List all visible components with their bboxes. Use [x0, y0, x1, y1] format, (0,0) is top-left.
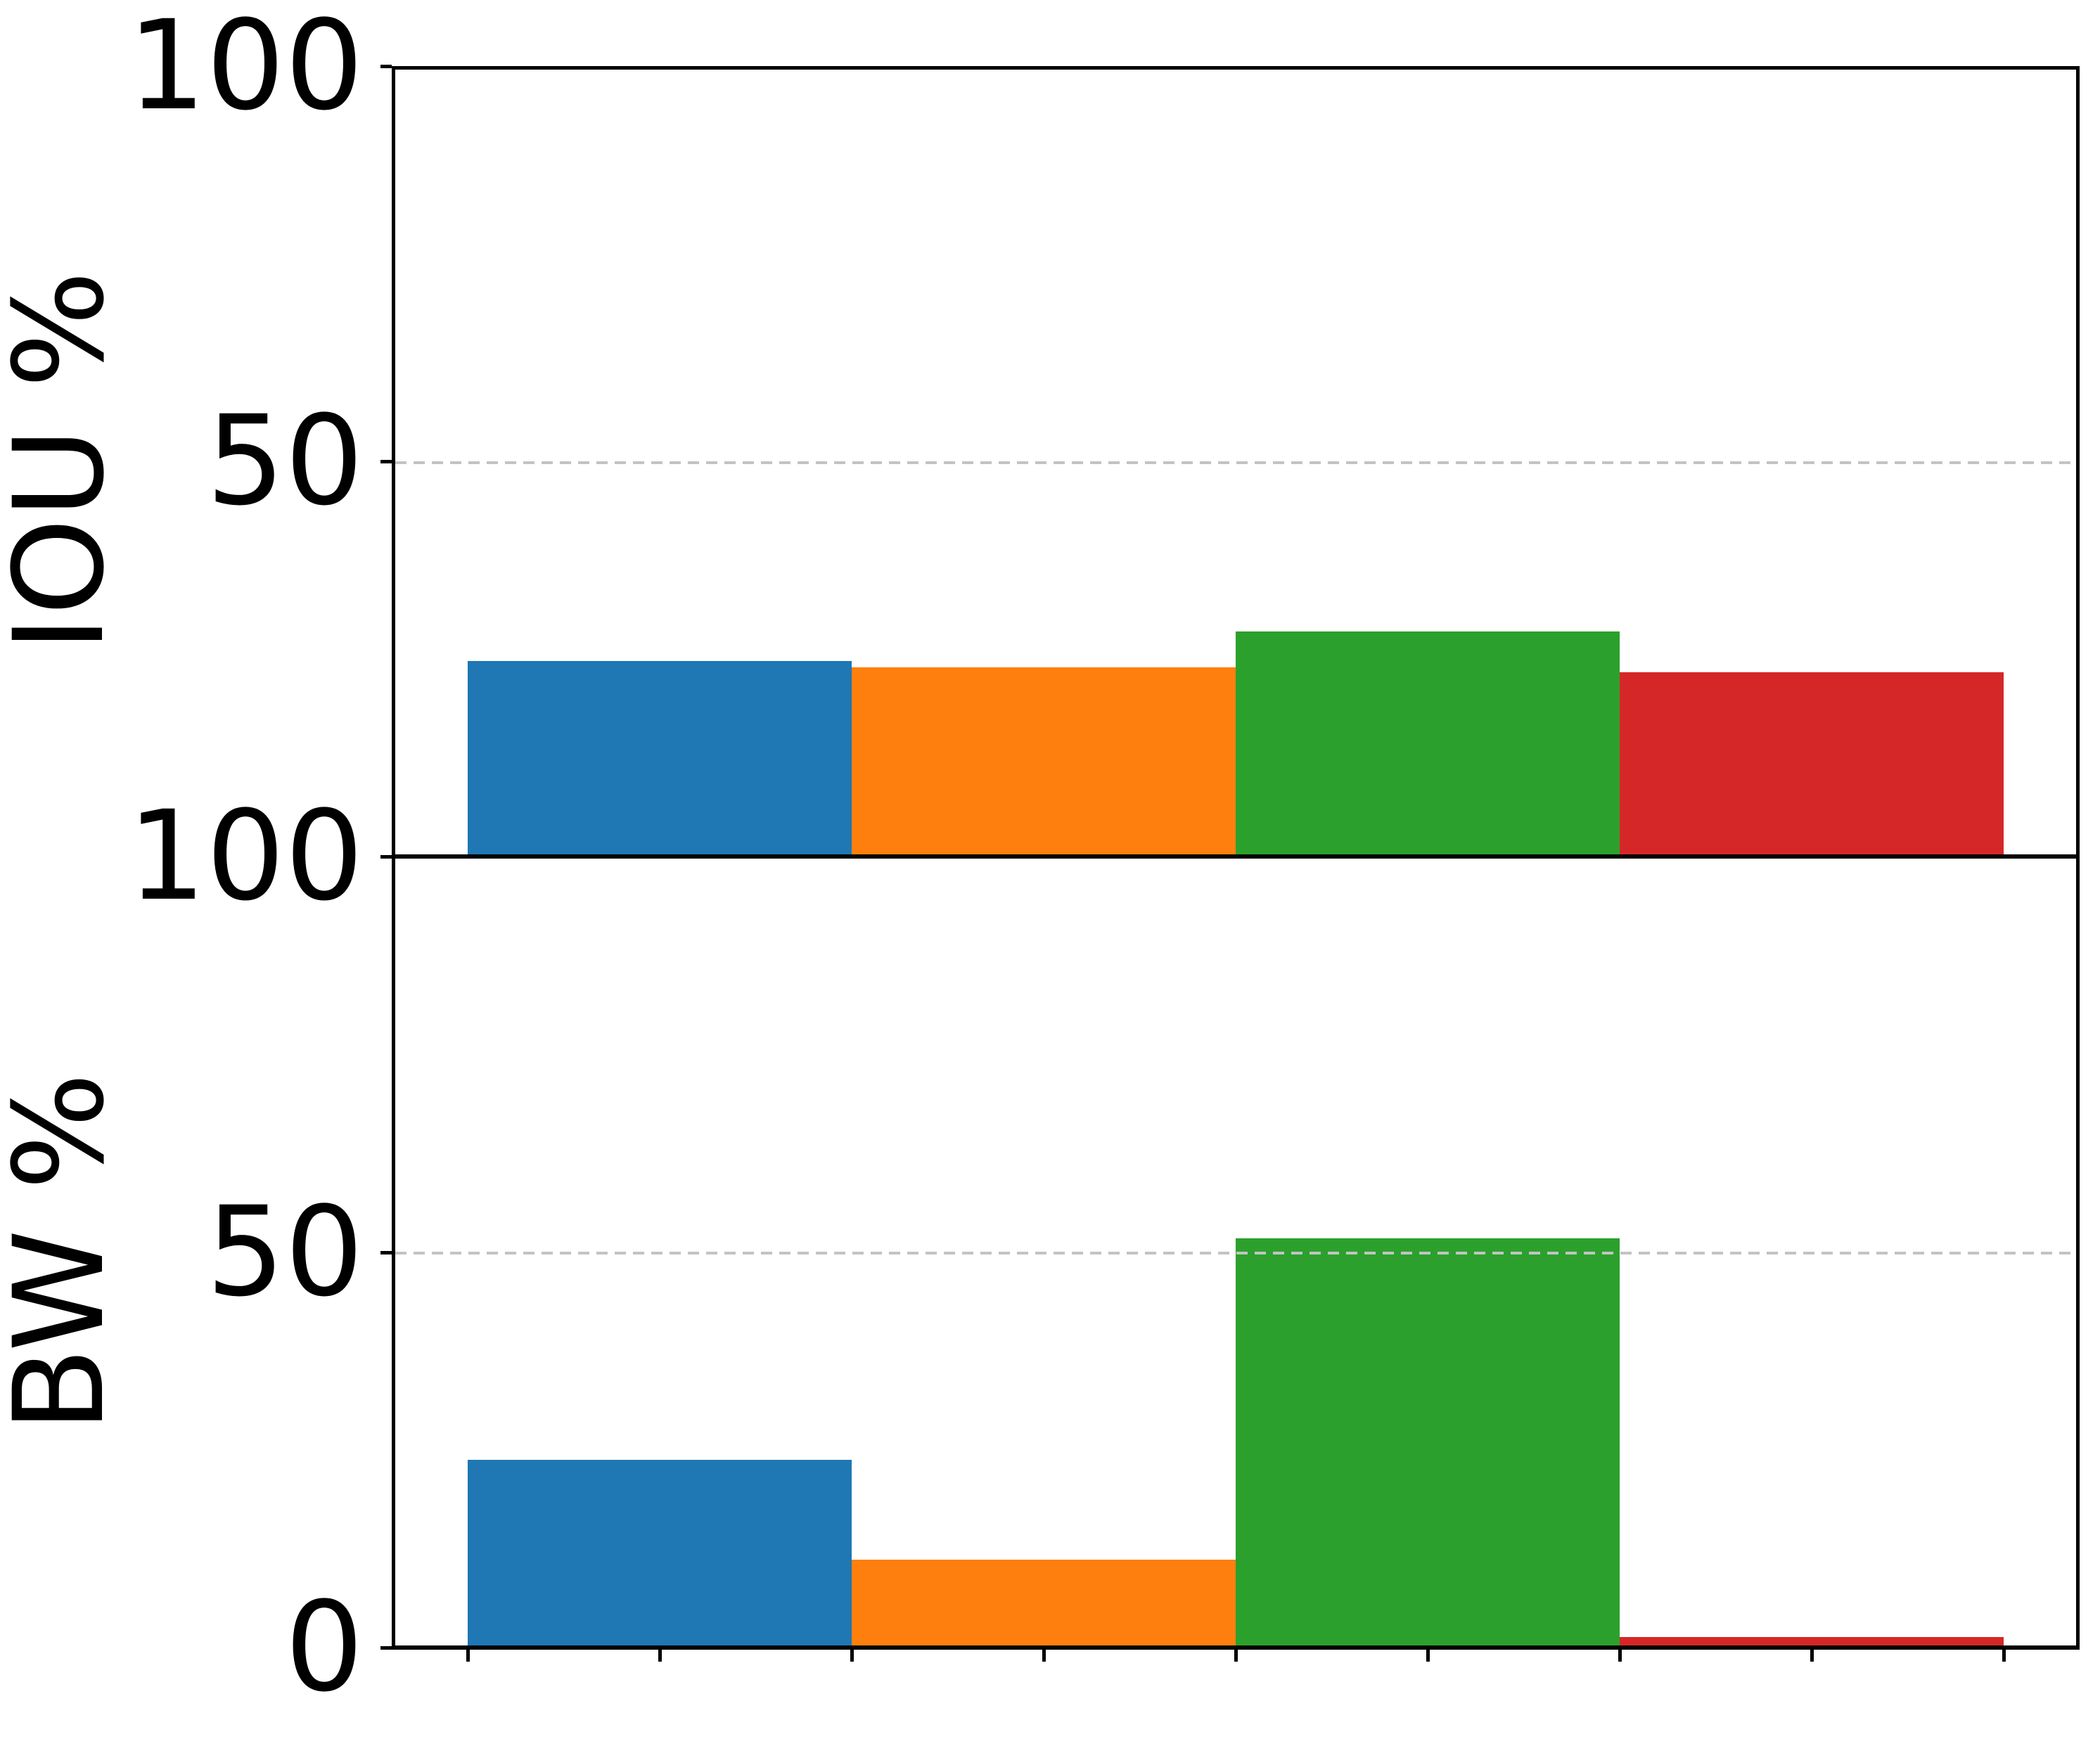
- y-tick-label: 50: [206, 389, 364, 533]
- bar-subplot1-series0: [468, 1460, 852, 1645]
- x-tick-mark: [1042, 1650, 1046, 1662]
- x-tick-mark: [1810, 1650, 1814, 1662]
- y-tick-label: 0: [285, 1575, 364, 1719]
- x-tick-mark: [1234, 1650, 1238, 1662]
- y-tick-mark: [380, 460, 392, 463]
- gridline-50: [395, 461, 2076, 464]
- y-tick-label: 50: [206, 1180, 364, 1324]
- gridline-50: [395, 1252, 2076, 1254]
- subplot-bw: [392, 859, 2080, 1650]
- y-tick-label: 100: [127, 0, 364, 138]
- y-axis-label-bw: BW %: [0, 1072, 132, 1432]
- bar-subplot0-series3: [1620, 672, 2004, 854]
- y-tick-mark: [380, 1251, 392, 1254]
- y-tick-label: 100: [127, 784, 364, 928]
- x-tick-mark: [2002, 1650, 2006, 1662]
- x-tick-mark: [466, 1650, 470, 1662]
- bar-subplot0-series1: [852, 667, 1236, 854]
- y-tick-mark: [380, 1646, 392, 1650]
- x-tick-mark: [1618, 1650, 1622, 1662]
- bar-subplot1-series3: [1620, 1637, 2004, 1645]
- bar-subplot0-series2: [1236, 631, 1620, 854]
- bar-subplot0-series0: [468, 661, 852, 854]
- bar-subplot1-series2: [1236, 1238, 1620, 1645]
- x-tick-mark: [658, 1650, 662, 1662]
- x-tick-mark: [1426, 1650, 1430, 1662]
- y-tick-mark: [380, 855, 392, 859]
- subplot-iou: [392, 66, 2080, 859]
- x-tick-mark: [850, 1650, 854, 1662]
- bar-subplot1-series1: [852, 1560, 1236, 1645]
- y-tick-mark: [380, 65, 392, 68]
- y-axis-label-iou: IOU %: [0, 270, 132, 653]
